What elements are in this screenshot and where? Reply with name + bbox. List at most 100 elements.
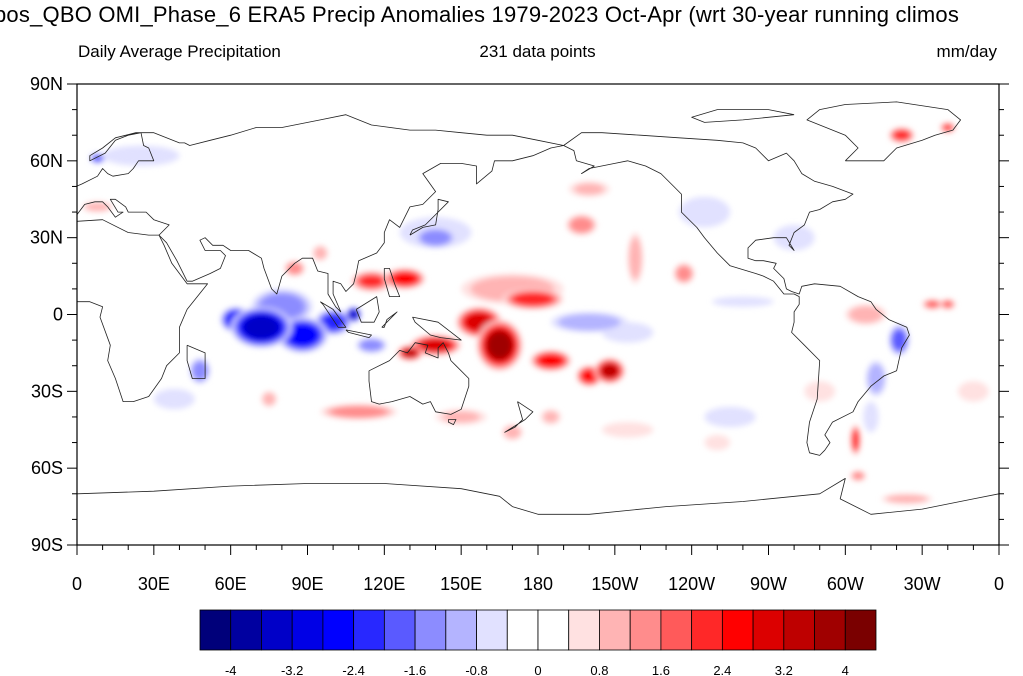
coastline-5 [355,296,380,323]
colorbar-box-16 [691,609,723,651]
lon-tick-label: 120E [363,574,405,594]
colorbar: -4 -3.2 -2.4 -1.6 -0.8 0 0.8 1.6 2.4 3.2 4 [199,609,877,676]
anomaly-blob-32-level-4 [288,263,301,273]
anomaly-blob-42-level-6 [894,131,909,140]
anomaly-blob-1-level-2 [685,200,724,224]
anomaly-blob-21-level-3 [564,315,614,329]
anomaly-blob-39-level-5 [360,275,384,287]
lon-tick-label: 120W [668,574,715,594]
colorbar-label: 3.2 [775,663,793,676]
colorbar-box-13 [599,609,631,651]
anomaly-blob-56-level-9 [487,332,512,359]
colorbar-box-0 [199,609,232,651]
anomaly-blob-30-level-4 [677,267,691,280]
colorbar-box-17 [721,609,754,651]
anomaly-blob-4-level-2 [609,424,647,436]
colorbar-box-12 [568,609,600,651]
count-subtitle: 231 data points [479,42,596,61]
colorbar-label: 2.4 [713,663,731,676]
anomaly-blob-48-level-7 [288,325,316,345]
coastline-18 [77,478,999,515]
coastline-11 [448,419,457,425]
colorbar-box-6 [383,609,416,651]
lon-tick-label: 60E [215,574,247,594]
anomaly-blob-49-level-7 [539,355,562,367]
colorbar-box-5 [353,609,385,651]
coastline-2 [77,114,564,313]
lon-tick-label: 0 [72,574,82,594]
colorbar-box-18 [752,609,785,651]
lon-tick-label: 30W [904,574,941,594]
coastline-8 [383,268,401,297]
anomaly-blob-31-level-4 [336,407,382,417]
anomaly-blob-47-level-7 [582,370,596,382]
colorbar-box-1 [230,609,262,651]
colorbar-label: -1.6 [404,663,426,676]
anomaly-blob-36-level-4 [943,301,953,308]
coastline-1 [186,344,206,379]
colorbar-label: 0 [534,663,541,676]
colorbar-label: 1.6 [652,663,670,676]
colorbar-box-4 [322,609,355,651]
anomaly-blob-46-level-7 [393,273,416,285]
anomaly-blob-12-level-2 [720,297,766,306]
longitude-axis: 0 30E 60E 90E 120E 150E 180 150W 120W 90W 60W 30W 0 [72,545,1004,594]
lon-tick-label: 60W [827,574,864,594]
lat-tick-label: 0 [53,305,63,325]
lon-tick-label: 90W [750,574,787,594]
coastline-14 [563,132,910,456]
anomaly-blob-13-level-2 [574,183,605,195]
anomaly-blob-16-level-3 [852,308,879,321]
lon-tick-label: 0 [994,574,1004,594]
colorbar-label: 4 [842,663,849,676]
lat-tick-label: 90N [30,74,63,94]
lon-tick-label: 180 [523,574,553,594]
anomaly-blob-9-level-2 [159,391,190,407]
anomaly-blob-7-level-2 [707,436,727,449]
anomaly-blob-43-level-6 [516,293,550,305]
latitude-axis: 90N 60N 30N 0 30S 60S 90S [30,74,1009,555]
colorbar-label: -4 [225,663,237,676]
colorbar-label: -3.2 [281,663,303,676]
anomaly-blob-29-level-4 [572,218,591,231]
colorbar-box-10 [506,609,539,651]
anomaly-field [82,122,989,505]
anomaly-blob-33-level-4 [853,472,863,479]
anomaly-blob-3-level-2 [962,383,985,399]
anomaly-blob-2-level-2 [779,228,809,247]
variable-subtitle: Daily Average Precipitation [78,42,281,61]
anomaly-blob-38-level-5 [893,331,905,349]
coastline-7 [412,316,462,341]
anomaly-blob-10-level-2 [113,148,169,164]
lat-tick-label: 60N [30,151,63,171]
anomaly-blob-17-level-3 [630,241,641,275]
lon-tick-label: 90E [291,574,323,594]
colorbar-box-20 [814,609,846,651]
anomaly-blob-18-level-3 [315,248,326,258]
anomaly-blob-28-level-4 [423,231,448,244]
anomaly-blob-24-level-3 [264,394,274,404]
colorbar-label: -0.8 [465,663,487,676]
lon-tick-label: 150W [591,574,638,594]
anomaly-blob-8-level-2 [808,383,831,399]
anomaly-blob-25-level-3 [87,203,108,211]
units-subtitle: mm/day [936,42,997,61]
lat-tick-label: 90S [31,535,63,555]
anomaly-blob-52-level-8 [403,348,417,357]
coastline-9 [409,198,449,236]
lon-tick-label: 30E [138,574,170,594]
lat-tick-label: 30N [30,228,63,248]
coastline-17 [16,146,44,151]
coastline-4 [345,329,372,338]
anomaly-blob-51-level-8 [422,339,449,351]
colorbar-box-11 [537,609,570,651]
anomaly-blob-0-level-2 [711,409,749,425]
colorbar-label: 0.8 [590,663,608,676]
lat-tick-label: 60S [31,458,63,478]
anomaly-blob-54-level-9 [245,316,278,338]
anomaly-blob-15-level-2 [543,411,559,423]
anomaly-blob-53-level-8 [601,364,618,378]
colorbar-label: -2.4 [342,663,364,676]
anomaly-blob-44-level-6 [852,431,859,449]
chart-title: bos_QBO OMI_Phase_6 ERA5 Precip Anomalie… [0,2,960,27]
